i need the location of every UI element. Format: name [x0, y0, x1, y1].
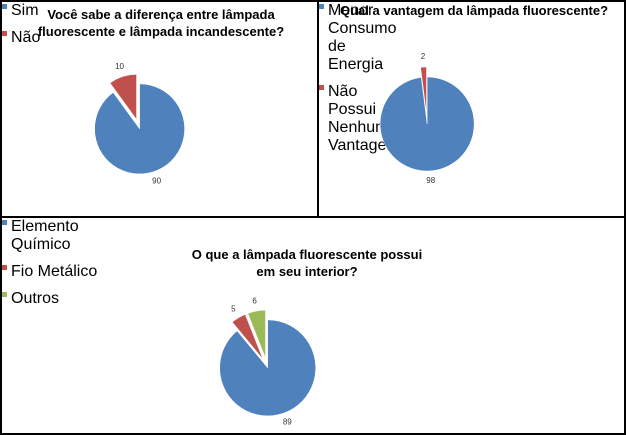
- data-label: 89: [283, 418, 292, 427]
- chart-title: O que a lâmpada fluorescente possui em s…: [191, 247, 423, 279]
- data-label: 90: [152, 176, 161, 185]
- pie-slice: [420, 66, 427, 115]
- legend-swatch: [2, 292, 7, 297]
- chart-title: Qual a vantagem da lâmpada fluorescente?: [339, 3, 609, 18]
- legend-item: Menor Consumo de Energia: [319, 2, 399, 74]
- data-label: 98: [426, 176, 435, 185]
- chart-panel: Você sabe a diferença entre lâmpada fluo…: [0, 0, 319, 218]
- pie-slice: [219, 319, 316, 417]
- legend: Elemento Químico Fio Metálico Outros: [2, 218, 102, 308]
- legend-swatch: [2, 4, 7, 9]
- legend-label: Outros: [11, 290, 60, 307]
- data-label: 2: [421, 52, 426, 61]
- legend-swatch: [319, 4, 324, 9]
- pie-slice: [109, 74, 137, 121]
- legend-item: Fio Metálico: [2, 263, 102, 281]
- data-label: 6: [252, 296, 257, 305]
- legend-label: Sim: [11, 2, 39, 19]
- legend-item: Não Possui Nenhuma Vantagem: [319, 83, 400, 155]
- chart: 89 5 6: [219, 296, 316, 427]
- legend-item: Sim: [2, 2, 42, 20]
- legend-item: Não: [2, 29, 42, 47]
- pie-slice: [94, 83, 185, 175]
- chart: 98 2: [379, 52, 475, 185]
- legend-label: Menor Consumo de Energia: [328, 2, 397, 73]
- legend-label: Elemento Químico: [11, 218, 79, 253]
- pie-slice: [247, 309, 266, 359]
- legend-swatch: [2, 265, 7, 270]
- pie-slice: [231, 314, 264, 360]
- legend-label: Fio Metálico: [11, 263, 98, 280]
- chart-panel: Qual a vantagem da lâmpada fluorescente?…: [317, 0, 626, 218]
- chart-panel: O que a lâmpada fluorescente possui em s…: [0, 216, 626, 435]
- legend-item: Outros: [2, 290, 102, 308]
- data-label: 10: [115, 62, 124, 71]
- legend: Sim Não: [2, 2, 42, 47]
- chart-title: Você sabe a diferença entre lâmpada fluo…: [37, 7, 285, 39]
- legend-label: Não Possui Nenhuma Vantagem: [328, 83, 400, 154]
- legend: Menor Consumo de Energia Não Possui Nenhu…: [319, 2, 400, 155]
- legend-swatch: [319, 85, 324, 90]
- legend-item: Elemento Químico: [2, 218, 102, 254]
- data-label: 5: [231, 304, 236, 313]
- pie-slice: [379, 76, 475, 172]
- legend-swatch: [2, 220, 7, 225]
- legend-label: Não: [11, 29, 41, 46]
- legend-swatch: [2, 31, 7, 36]
- chart: 90 10: [94, 62, 185, 185]
